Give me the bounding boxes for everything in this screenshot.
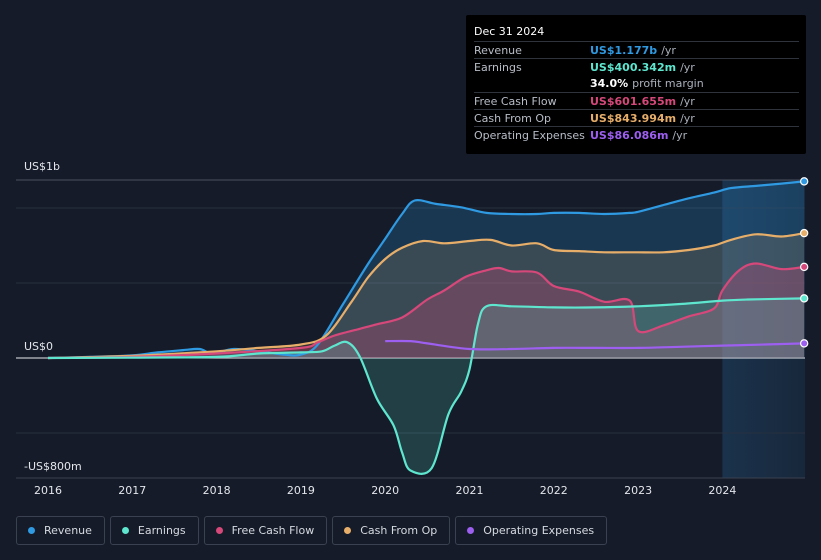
gridlines <box>16 179 805 479</box>
tooltip-value: US$1.177b <box>590 43 658 57</box>
x-tick-label: 2021 <box>455 484 484 497</box>
tooltip-value: US$86.086m <box>590 128 669 142</box>
y-axis-top-label: US$1b <box>24 160 61 173</box>
tooltip-unit: /yr <box>680 94 695 108</box>
tooltip-value: US$601.655m <box>590 94 677 108</box>
tooltip-row: Cash From Op US$843.994m/yr <box>474 109 799 126</box>
tooltip-unit: /yr <box>661 43 676 57</box>
x-tick-label: 2022 <box>539 484 568 497</box>
earnings-area <box>48 298 805 474</box>
legend-label: Cash From Op <box>360 524 438 537</box>
tooltip-unit: /yr <box>672 128 688 142</box>
legend-item-cash-from-op[interactable]: Cash From Op <box>332 516 451 545</box>
legend-dot-icon <box>344 527 352 534</box>
tooltip-row: Operating Expenses US$86.086m/yr <box>474 126 799 143</box>
x-tick-label: 2019 <box>286 484 315 497</box>
x-tick-label: 2018 <box>202 484 231 497</box>
tooltip-date: Dec 31 2024 <box>474 25 545 38</box>
cfo-line <box>47 232 805 360</box>
tooltip-row: Free Cash Flow US$601.655m/yr <box>474 92 799 109</box>
earnings-end-marker <box>799 294 809 303</box>
opex-line <box>385 339 805 351</box>
x-tick-label: 2017 <box>118 484 147 497</box>
tooltip-label: Cash From Op <box>474 111 552 125</box>
revenue-area <box>48 181 805 358</box>
fcf-end-marker <box>799 262 809 272</box>
legend-dot-icon <box>467 527 475 534</box>
legend-item-revenue[interactable]: Revenue <box>16 516 105 545</box>
fcf-area <box>48 263 805 358</box>
x-tick-label: 2023 <box>624 484 653 497</box>
revenue-end-marker <box>799 177 809 186</box>
cfo-area <box>48 233 805 358</box>
legend-item-operating-expenses[interactable]: Operating Expenses <box>455 516 608 545</box>
tooltip-label: Earnings <box>474 60 522 74</box>
tooltip-label: Free Cash Flow <box>474 94 557 108</box>
cfo-end-marker <box>799 228 809 238</box>
tooltip-unit: /yr <box>680 60 695 74</box>
tooltip-row: Revenue US$1.177b/yr <box>474 41 799 58</box>
tooltip-unit: /yr <box>680 111 695 125</box>
legend-label: Revenue <box>44 524 92 537</box>
series-fills <box>48 181 805 474</box>
tooltip: Dec 31 2024 Revenue US$1.177b/yr Earnings U… <box>466 15 806 154</box>
legend-label: Operating Expenses <box>483 524 595 537</box>
series-lines <box>47 180 805 475</box>
tooltip-value: US$400.342m <box>590 60 677 74</box>
legend-dot-icon <box>28 527 35 534</box>
y-axis-zero-label: US$0 <box>24 340 54 353</box>
tooltip-unit: profit margin <box>632 77 704 90</box>
x-tick-label: 2016 <box>34 484 62 497</box>
legend: Revenue Earnings Free Cash Flow Cash From O… <box>16 516 612 545</box>
series-end-markers <box>799 177 809 348</box>
forecast-shading <box>722 180 805 478</box>
opex-end-marker <box>799 339 809 348</box>
legend-dot-icon <box>215 527 223 534</box>
tooltip-label: Operating Expenses <box>474 128 585 142</box>
legend-dot-icon <box>121 527 129 534</box>
y-axis-bottom-label: -US$800m <box>24 460 82 473</box>
tooltip-row: Earnings US$400.342m/yr <box>474 58 799 75</box>
legend-label: Free Cash Flow <box>231 524 315 537</box>
tooltip-label: Revenue <box>474 43 522 57</box>
legend-item-earnings[interactable]: Earnings <box>109 516 199 545</box>
legend-item-free-cash-flow[interactable]: Free Cash Flow <box>203 516 328 545</box>
earnings-line <box>47 297 805 475</box>
fcf-line <box>47 262 805 360</box>
legend-label: Earnings <box>137 524 186 537</box>
x-tick-label: 2020 <box>371 484 400 497</box>
tooltip-value: US$843.994m <box>590 111 677 125</box>
tooltip-value: 34.0% <box>590 77 629 90</box>
tooltip-row: 34.0% profit margin <box>474 75 799 92</box>
x-tick-label: 2024 <box>708 484 737 497</box>
